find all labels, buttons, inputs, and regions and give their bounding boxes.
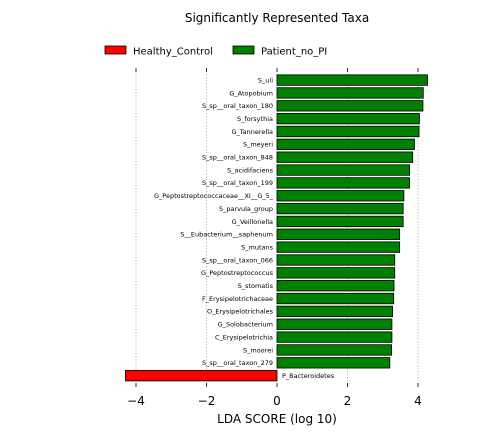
bar-S_sp__oral_taxon_279 xyxy=(276,357,391,369)
bar-label-P_Bacteroidetes: P_Bacteroidetes xyxy=(282,372,335,380)
bar-label-S_uli: S_uli xyxy=(258,76,273,84)
bar-label-G_Tannerella: G_Tannerella xyxy=(231,128,273,136)
bar-P_Bacteroidetes xyxy=(125,369,278,382)
x-tick-label-0: −4 xyxy=(127,394,145,408)
bar-label-S_acidifaciens: S_acidifaciens xyxy=(227,166,273,174)
bar-S_moorei xyxy=(276,344,392,356)
bar-label-S_sp__oral_taxon_199: S_sp__oral_taxon_199 xyxy=(202,179,273,187)
bar-G_Veillonella xyxy=(276,215,404,228)
bar-labels: S_uli G_Atopobium S_sp__oral_taxon_180 S_fo… xyxy=(154,76,335,380)
bars xyxy=(125,74,428,382)
bar-S_sp__oral_taxon_066 xyxy=(276,254,396,266)
legend-swatch-patient-no-pi xyxy=(232,45,255,55)
bar-S__Eubacterium__saphenum xyxy=(276,228,401,240)
bar-label-S_mutans: S_mutans xyxy=(241,243,273,251)
bar-label-G_Atopobium: G_Atopobium xyxy=(229,89,273,97)
bar-label-S_sp__oral_taxon_066: S_sp__oral_taxon_066 xyxy=(202,256,273,264)
bar-S_sp__oral_taxon_180 xyxy=(276,100,424,112)
bar-G_Solobacterium xyxy=(276,318,393,330)
legend-label-patient-no-pi: Patient_no_PI xyxy=(261,47,327,58)
x-tick-label-1: −2 xyxy=(198,394,216,408)
grid xyxy=(135,68,419,387)
x-axis-label: LDA SCORE (log 10) xyxy=(217,412,337,426)
bar-S_sp__oral_taxon_199 xyxy=(276,177,410,189)
bar-S_stomatis xyxy=(276,280,395,292)
bar-G_Atopobium xyxy=(276,87,424,99)
bar-label-G_Veillonella: G_Veillonella xyxy=(232,218,273,226)
bar-F_Erysipelotrichaceae xyxy=(276,292,395,305)
bar-label-G_Solobacterium: G_Solobacterium xyxy=(218,321,273,329)
bar-G_Peptostreptococcus xyxy=(276,267,396,279)
bar-S_mutans xyxy=(276,241,401,253)
bar-G_Peptostreptococcaceae__XI__G_5_ xyxy=(276,190,405,202)
bar-S_sp__oral_taxon_848 xyxy=(276,151,414,163)
bar-label-O_Erysipelotrichales: O_Erysipelotrichales xyxy=(207,308,274,316)
bar-label-C_Erysipelotrichia: C_Erysipelotrichia xyxy=(215,333,273,341)
legend: Healthy_Control Patient_no_PI xyxy=(104,45,327,58)
bar-S_meyeri xyxy=(276,138,415,151)
bar-G_Tannerella xyxy=(276,125,420,138)
legend-label-healthy-control: Healthy_Control xyxy=(133,47,213,58)
bar-S_uli xyxy=(276,74,428,86)
x-tick-label-2: 0 xyxy=(273,394,281,408)
bar-C_Erysipelotrichia xyxy=(276,331,393,343)
bar-S_forsythia xyxy=(276,113,420,125)
x-tick-label-4: 4 xyxy=(414,394,422,408)
bar-label-S__Eubacterium__saphenum: S__Eubacterium__saphenum xyxy=(180,231,273,239)
chart-title: Significantly Represented Taxa xyxy=(185,11,369,25)
bar-label-G_Peptostreptococcaceae__XI__G_5_: G_Peptostreptococcaceae__XI__G_5_ xyxy=(154,192,274,200)
bar-label-S_moorei: S_moorei xyxy=(243,346,273,354)
legend-swatch-healthy-control xyxy=(104,45,127,55)
bar-label-S_forsythia: S_forsythia xyxy=(237,115,273,123)
bar-label-S_stomatis: S_stomatis xyxy=(238,282,274,290)
bar-label-S_sp__oral_taxon_180: S_sp__oral_taxon_180 xyxy=(202,102,273,110)
bar-S_acidifaciens xyxy=(276,164,410,176)
bar-label-S_sp__oral_taxon_848: S_sp__oral_taxon_848 xyxy=(202,154,273,162)
bar-label-S_meyeri: S_meyeri xyxy=(243,141,273,149)
x-tick-label-3: 2 xyxy=(344,394,352,408)
bar-label-G_Peptostreptococcus: G_Peptostreptococcus xyxy=(201,269,274,277)
bar-label-S_parvula_group: S_parvula_group xyxy=(219,205,273,213)
bar-label-S_sp__oral_taxon_279: S_sp__oral_taxon_279 xyxy=(202,359,273,367)
bar-O_Erysipelotrichales xyxy=(276,305,394,318)
bar-S_parvula_group xyxy=(276,202,404,215)
x-axis: −4 −2 0 2 4 xyxy=(127,68,422,408)
bar-label-F_Erysipelotrichaceae: F_Erysipelotrichaceae xyxy=(202,295,273,303)
